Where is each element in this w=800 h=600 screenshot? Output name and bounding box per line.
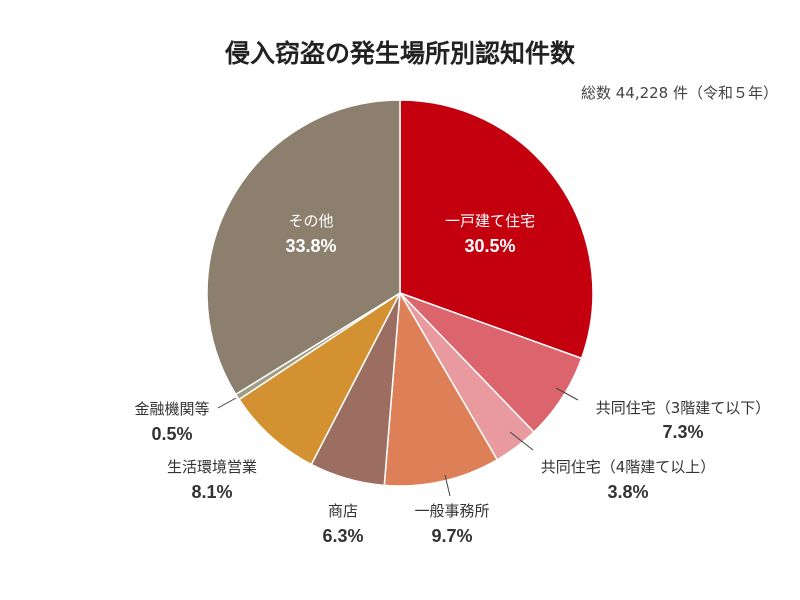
slice-value-5: 8.1% xyxy=(191,482,232,502)
slice-value-0: 30.5% xyxy=(464,236,515,256)
leader-line-3 xyxy=(444,474,451,497)
slice-label-3: 一般事務所 xyxy=(414,502,489,520)
slice-label-5: 生活環境営業 xyxy=(167,458,257,476)
slice-value-7: 33.8% xyxy=(285,236,336,256)
leader-line-6 xyxy=(217,397,237,409)
leader-lines xyxy=(217,387,579,497)
slice-value-2: 3.8% xyxy=(607,482,648,502)
pie-slice-0 xyxy=(399,99,594,360)
slice-label-0: 一戸建て住宅 xyxy=(445,212,535,230)
slice-value-6: 0.5% xyxy=(151,424,192,444)
total-note: 総数 44,228 件（令和５年） xyxy=(581,84,778,102)
pie-slice-3 xyxy=(383,292,498,487)
pie-slice-5 xyxy=(238,292,401,466)
slice-label-1: 共同住宅（3階建て以下） xyxy=(596,399,771,417)
slice-value-3: 9.7% xyxy=(431,526,472,546)
slice-label-4: 商店 xyxy=(328,502,358,520)
pie-slices xyxy=(206,99,594,487)
slice-label-2: 共同住宅（4階建て以上） xyxy=(541,458,716,476)
slice-label-7: その他 xyxy=(288,212,333,230)
chart-title: 侵入窃盗の発生場所別認知件数 xyxy=(224,39,576,68)
slice-labels: 一戸建て住宅 30.5% 共同住宅（3階建て以下） 7.3% 共同住宅（4階建て以上） 3… xyxy=(134,212,770,546)
slice-value-4: 6.3% xyxy=(322,526,363,546)
pie-slice-7 xyxy=(206,99,401,396)
slice-value-1: 7.3% xyxy=(662,422,703,442)
slice-label-6: 金融機関等 xyxy=(134,400,209,418)
leader-line-1 xyxy=(555,387,579,401)
leader-line-2 xyxy=(509,431,534,451)
